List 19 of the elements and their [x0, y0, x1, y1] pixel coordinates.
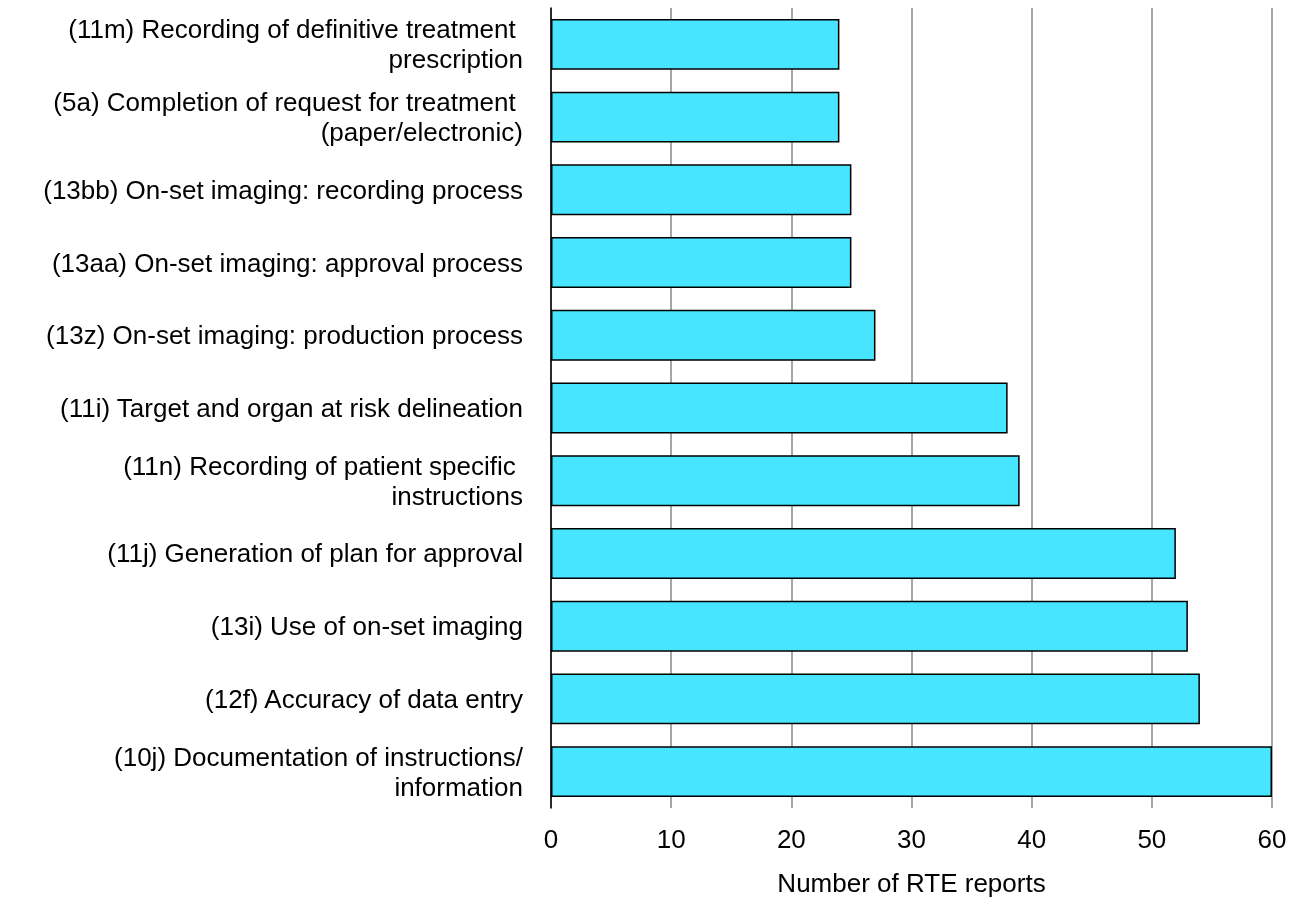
y-tick-label: (5a) Completion of request for treatment (paper/electronic) — [53, 87, 523, 148]
x-tick-label: 40 — [1017, 824, 1047, 854]
x-tick-label: 0 — [543, 824, 559, 854]
y-tick-label: (13aa) On-set imaging: approval process — [51, 247, 523, 278]
x-tick-label: 60 — [1257, 824, 1287, 854]
y-tick-label: (12f) Accuracy of data entry — [205, 683, 523, 714]
y-tick-label: (11m) Recording of definitive treatment prescription — [68, 14, 523, 75]
y-tick-label: (11i) Target and organ at risk delineation — [60, 393, 523, 423]
x-tick-label: 10 — [656, 824, 686, 854]
y-tick-label: (10j) Documentation of instructions/information — [114, 741, 524, 802]
y-tick-label: (13z) On-set imaging: production process — [46, 320, 523, 351]
y-tick-label: (13bb) On-set imaging: recording process — [43, 174, 523, 205]
y-tick-label: (11j) Generation of plan for approval — [107, 538, 523, 569]
x-tick-label: 50 — [1137, 824, 1167, 854]
x-axis-title: Number of RTE reports — [777, 868, 1046, 898]
x-tick-label: 30 — [897, 824, 926, 854]
y-tick-label: (13i) Use of on-set imaging — [210, 611, 523, 642]
x-tick-label: 20 — [776, 824, 806, 854]
y-tick-label: (11n) Recording of patient specific instructions — [123, 450, 523, 511]
